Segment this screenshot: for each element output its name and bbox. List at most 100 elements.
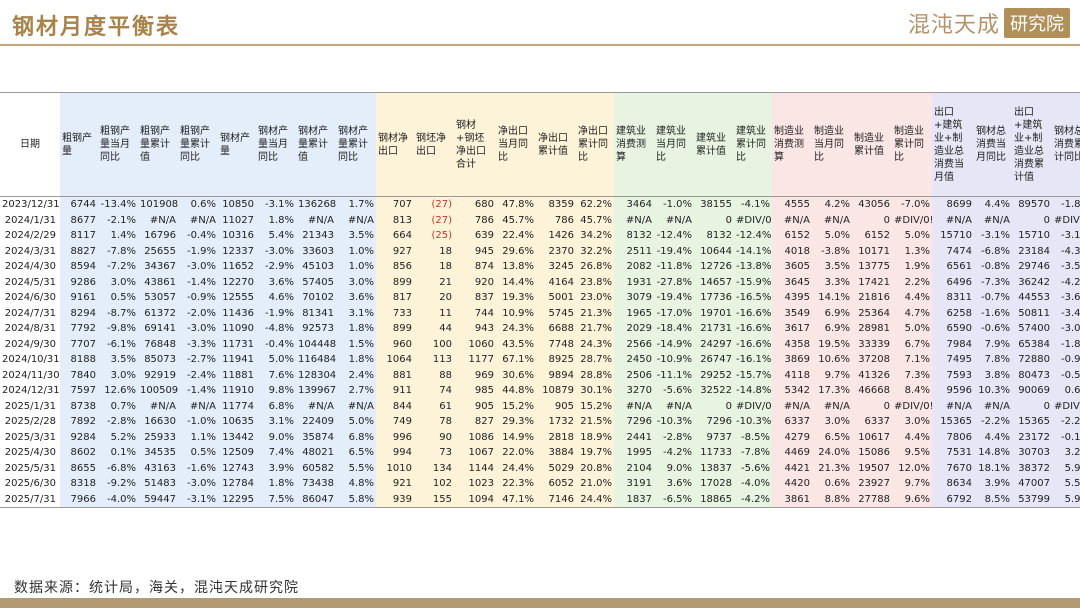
- table-cell: 10635: [218, 414, 256, 430]
- table-cell: 26.8%: [576, 259, 614, 275]
- table-cell: 21.7%: [576, 321, 614, 337]
- column-header: 净出口当月同比: [496, 92, 536, 197]
- table-cell: 19701: [694, 305, 734, 321]
- table-cell: -7.2%: [98, 259, 138, 275]
- table-cell: 90: [414, 429, 454, 445]
- table-cell: -10.3%: [654, 414, 694, 430]
- table-cell: 921: [376, 476, 414, 492]
- table-cell: 80473: [1012, 367, 1052, 383]
- table-cell: 3.5%: [98, 352, 138, 368]
- table-cell: #N/A: [974, 398, 1012, 414]
- table-cell: 61: [414, 398, 454, 414]
- table-cell: #N/A: [932, 212, 974, 228]
- table-cell: 4.2%: [812, 196, 852, 213]
- date-cell: 2024/6/30: [0, 290, 60, 306]
- table-cell: #N/A: [812, 212, 852, 228]
- table-cell: -11.1%: [654, 367, 694, 383]
- table-cell: 11774: [218, 398, 256, 414]
- table-cell: 29.6%: [496, 243, 536, 259]
- date-cell: 2025/4/30: [0, 445, 60, 461]
- column-header: 制造业累计值: [852, 92, 892, 197]
- table-cell: 34535: [138, 445, 178, 461]
- table-cell: 1144: [454, 460, 496, 476]
- table-cell: 3605: [772, 259, 812, 275]
- table-cell: 7748: [536, 336, 576, 352]
- table-cell: -3.1%: [178, 491, 218, 508]
- table-cell: 4018: [772, 243, 812, 259]
- balance-table-container: 日期 粗钢产量 粗钢产量当月同比 粗钢产量累计值 粗钢产量累计同比 钢材产量 钢材产量当月同…: [0, 92, 1080, 508]
- table-cell: 1.4%: [98, 228, 138, 244]
- table-cell: 3245: [536, 259, 576, 275]
- table-cell: #DIV/0!: [734, 212, 772, 228]
- date-cell: 2023/12/31: [0, 196, 60, 213]
- table-cell: 8359: [536, 196, 576, 213]
- table-cell: 100509: [138, 383, 178, 399]
- table-cell: -1.4%: [178, 383, 218, 399]
- table-cell: 28.7%: [576, 352, 614, 368]
- table-cell: 24.0%: [812, 445, 852, 461]
- table-cell: 10.3%: [974, 383, 1012, 399]
- date-cell: 2024/3/31: [0, 243, 60, 259]
- date-cell: 2024/1/31: [0, 212, 60, 228]
- table-cell: 28.8%: [576, 367, 614, 383]
- table-cell: 30.6%: [496, 367, 536, 383]
- column-header: 钢坯净出口: [414, 92, 454, 197]
- date-cell: 2025/3/31: [0, 429, 60, 445]
- table-cell: 1.1%: [178, 429, 218, 445]
- table-cell: 2082: [614, 259, 654, 275]
- table-cell: 0.6%: [178, 196, 218, 213]
- table-cell: 1.5%: [336, 336, 376, 352]
- table-cell: 37208: [852, 352, 892, 368]
- table-cell: 43163: [138, 460, 178, 476]
- table-cell: -6.5%: [654, 491, 694, 508]
- column-header: 建筑业消费测算: [614, 92, 654, 197]
- table-cell: -3.8%: [812, 243, 852, 259]
- table-cell: 30.1%: [576, 383, 614, 399]
- column-header: 粗钢产量累计值: [138, 92, 178, 197]
- column-header: 钢材净出口: [376, 92, 414, 197]
- table-cell: 86047: [296, 491, 336, 508]
- table-cell: 899: [376, 321, 414, 337]
- table-cell: -9.8%: [98, 321, 138, 337]
- column-header: 出口+建筑业+制造业总消费累计值: [1012, 92, 1052, 197]
- table-cell: 0.6%: [1052, 383, 1080, 399]
- table-cell: 939: [376, 491, 414, 508]
- table-cell: -0.4%: [256, 336, 296, 352]
- table-cell: 2.4%: [336, 367, 376, 383]
- column-header: 制造业消费测算: [772, 92, 812, 197]
- table-cell: 8602: [60, 445, 98, 461]
- table-cell: 0.1%: [98, 445, 138, 461]
- table-cell: 7146: [536, 491, 576, 508]
- column-header: 钢材总消费累计同比: [1052, 92, 1080, 197]
- table-cell: -5.6%: [654, 383, 694, 399]
- table-cell: -2.7%: [178, 352, 218, 368]
- table-cell: 1094: [454, 491, 496, 508]
- table-cell: 1060: [454, 336, 496, 352]
- table-cell: 5.5%: [336, 460, 376, 476]
- table-cell: 1010: [376, 460, 414, 476]
- table-cell: 7792: [60, 321, 98, 337]
- table-cell: 1732: [536, 414, 576, 430]
- table-cell: 664: [376, 228, 414, 244]
- table-cell: 19.5%: [812, 336, 852, 352]
- table-cell: -3.1%: [256, 196, 296, 213]
- table-cell: 11652: [218, 259, 256, 275]
- table-cell: 3.9%: [974, 476, 1012, 492]
- table-cell: 12784: [218, 476, 256, 492]
- table-cell: -7.8%: [734, 445, 772, 461]
- table-cell: 7.1%: [892, 352, 932, 368]
- table-cell: 47007: [1012, 476, 1052, 492]
- table-cell: 17028: [694, 476, 734, 492]
- table-cell: 4.7%: [892, 305, 932, 321]
- table-cell: -1.6%: [974, 305, 1012, 321]
- table-cell: 14.1%: [812, 290, 852, 306]
- table-cell: 3549: [772, 305, 812, 321]
- table-cell: 15365: [932, 414, 974, 430]
- table-cell: 9.0%: [256, 429, 296, 445]
- table-cell: -1.4%: [178, 274, 218, 290]
- table-cell: #N/A: [336, 212, 376, 228]
- table-cell: 11027: [218, 212, 256, 228]
- table-cell: 1067: [454, 445, 496, 461]
- table-cell: 22409: [296, 414, 336, 430]
- table-cell: 960: [376, 336, 414, 352]
